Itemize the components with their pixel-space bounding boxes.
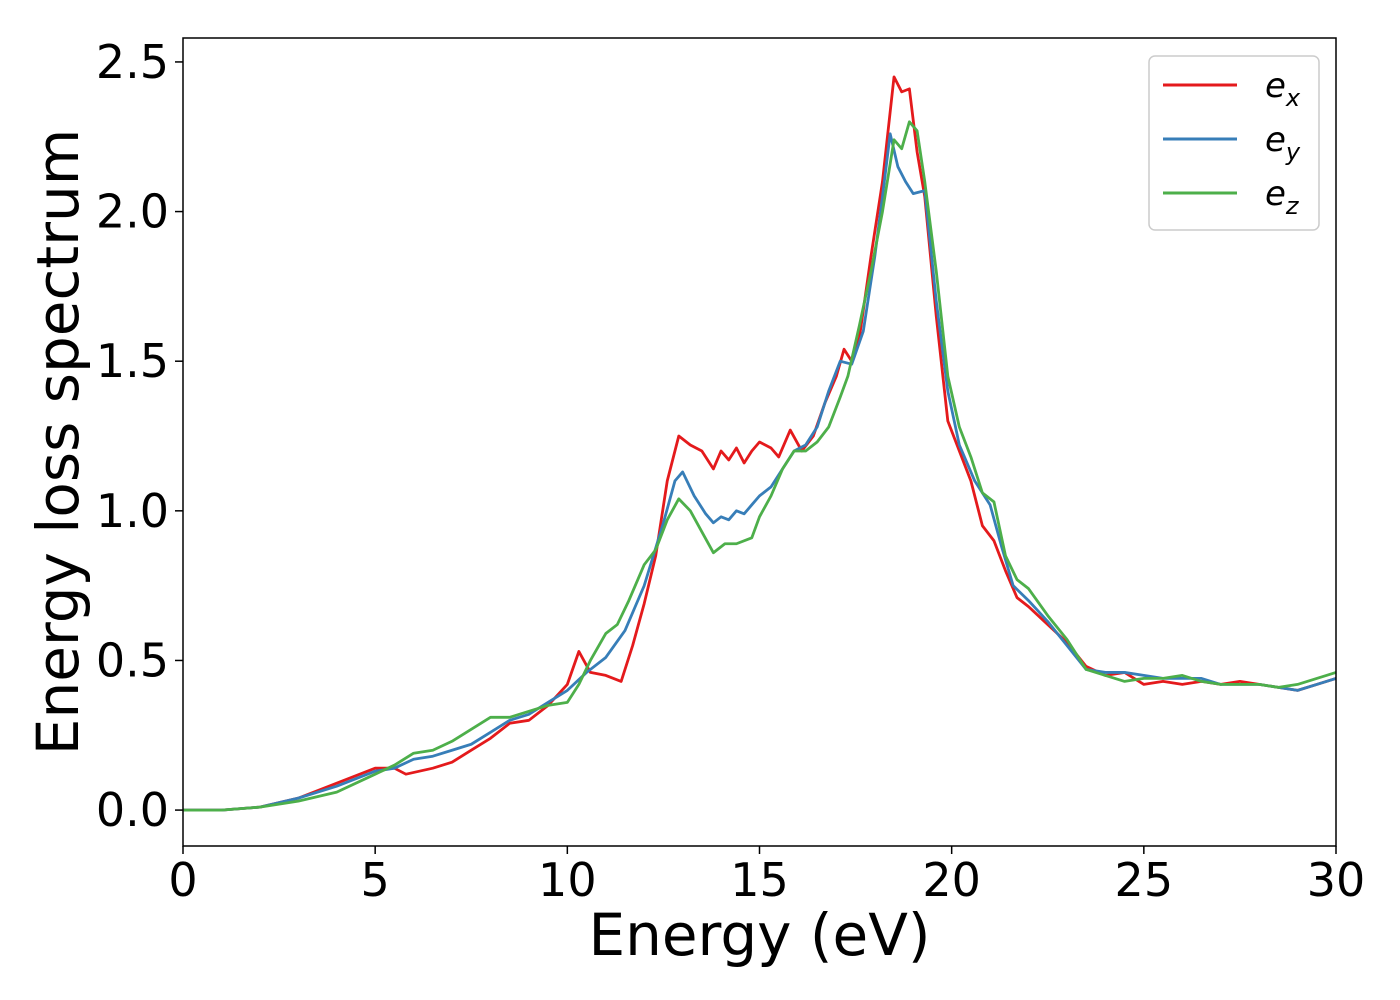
y-tick-label: 1.5	[96, 334, 169, 388]
legend-label-x: ex	[1265, 66, 1301, 112]
x-tick-label: 10	[538, 853, 597, 907]
legend-label-y: ey	[1265, 120, 1301, 166]
x-tick-label: 15	[730, 853, 789, 907]
legend-box	[1148, 55, 1320, 231]
x-tick-label: 5	[361, 853, 390, 907]
x-tick-label: 20	[922, 853, 981, 907]
series-line-y	[183, 132, 1336, 812]
y-tick-label: 0.5	[96, 633, 169, 687]
x-tick-label: 0	[168, 853, 197, 907]
y-axis: 0.0 0.5 1.0 1.5 2.0 2.5	[96, 35, 183, 837]
series-line-z	[183, 120, 1336, 812]
y-tick-label: 2.5	[96, 35, 169, 89]
y-tick-label: 2.0	[96, 185, 169, 239]
y-tick-label: 0.0	[96, 783, 169, 837]
x-axis-label: Energy (eV)	[588, 901, 930, 969]
legend-label-z: ez	[1265, 174, 1300, 220]
x-tick-label: 25	[1115, 853, 1174, 907]
y-tick-label: 1.0	[96, 484, 169, 538]
series-layer	[183, 75, 1336, 812]
x-tick-label: 30	[1307, 853, 1366, 907]
legend: ex ey ez	[1148, 55, 1320, 231]
y-axis-label: Energy loss spectrum	[24, 129, 92, 755]
x-axis: 0 5 10 15 20 25 30	[168, 846, 1365, 907]
